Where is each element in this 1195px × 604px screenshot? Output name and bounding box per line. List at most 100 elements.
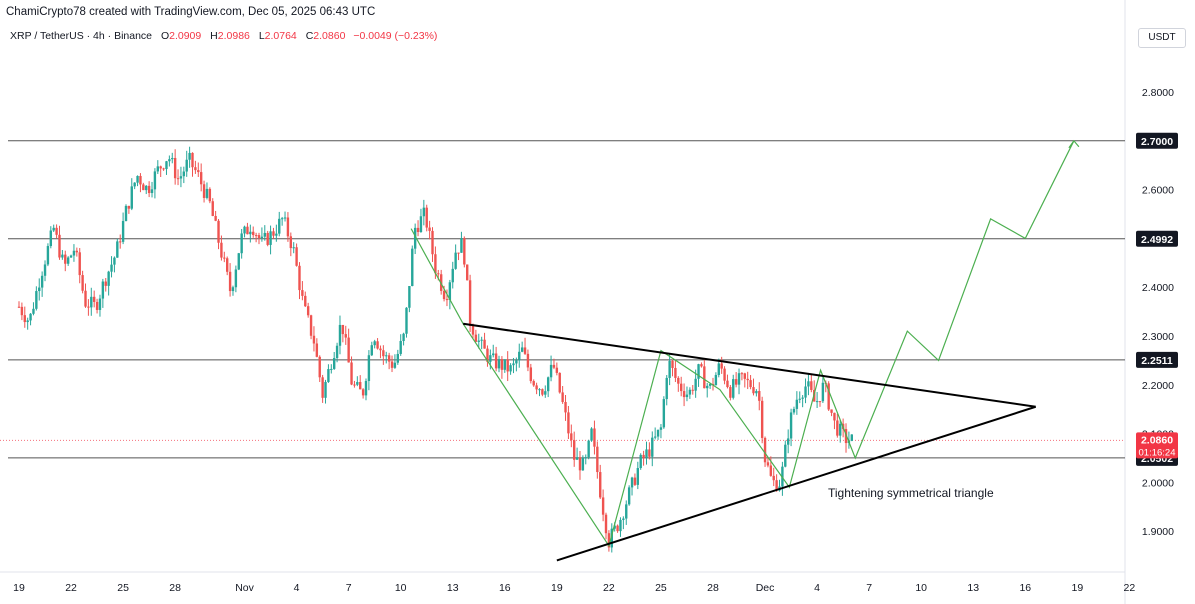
- open-label: O: [160, 30, 170, 42]
- candle-body: [405, 307, 408, 334]
- y-tick-label: 2.4000: [1142, 282, 1174, 294]
- candle-body: [306, 306, 310, 316]
- y-tick-label: 2.6000: [1142, 185, 1174, 197]
- candle-body: [529, 367, 533, 382]
- candle-body: [810, 381, 813, 390]
- candle-body: [98, 298, 102, 310]
- candle-body: [523, 347, 527, 354]
- candle-body: [373, 341, 376, 346]
- candle-body: [298, 265, 301, 291]
- current-price-label: 2.0860: [1141, 434, 1173, 446]
- candle-body: [541, 389, 544, 395]
- candle-body: [801, 397, 804, 399]
- candle-body: [815, 401, 819, 403]
- candle-body: [119, 241, 122, 243]
- candle-body: [301, 290, 304, 296]
- candle-body: [40, 275, 44, 288]
- triangle-annotation-label: Tightening symmetrical triangle: [828, 486, 994, 500]
- x-tick-label: 28: [707, 582, 719, 594]
- candle-body: [480, 339, 483, 341]
- candle-body: [139, 175, 142, 185]
- candle-body: [361, 389, 365, 396]
- candle-body: [839, 423, 842, 436]
- candle-body: [772, 475, 775, 481]
- candle-body: [145, 185, 148, 191]
- candle-body: [789, 412, 793, 439]
- change-value: −0.0049 (−0.23%): [353, 30, 438, 42]
- candle-body: [324, 381, 327, 398]
- high-label: H: [210, 30, 218, 42]
- candle-body: [694, 378, 697, 391]
- candle-body: [217, 220, 220, 243]
- candle-body: [147, 185, 151, 194]
- candle-body: [460, 238, 463, 253]
- candle-body: [471, 326, 475, 335]
- x-tick-label: 13: [967, 582, 979, 594]
- candle-body: [749, 380, 752, 388]
- candle-body: [760, 400, 764, 438]
- candle-body: [199, 172, 203, 185]
- candle-body: [668, 360, 671, 378]
- candle-body: [564, 401, 567, 413]
- x-tick-label: 19: [551, 582, 563, 594]
- candle-body: [38, 287, 41, 292]
- candle-body: [752, 387, 755, 394]
- candle-body: [659, 427, 663, 430]
- candle-body: [740, 373, 744, 375]
- candle-body: [387, 355, 391, 362]
- candle-body: [75, 250, 79, 253]
- currency-selector[interactable]: USDT: [1138, 28, 1186, 48]
- candle-body: [252, 231, 255, 236]
- level-price-badge: [1136, 230, 1178, 247]
- low-value: 2.0764: [264, 30, 297, 42]
- candle-body: [697, 364, 700, 379]
- candle-body: [295, 247, 298, 266]
- candle-body: [127, 205, 131, 209]
- candle-body: [249, 231, 252, 235]
- candle-body: [567, 412, 570, 434]
- candle-body: [32, 308, 35, 314]
- x-tick-label: 25: [655, 582, 667, 594]
- candle-body: [396, 353, 400, 363]
- candle-body: [483, 339, 486, 349]
- candle-body: [604, 514, 608, 534]
- candle-body: [662, 399, 666, 428]
- candle-body: [610, 528, 613, 548]
- candle-body: [584, 457, 587, 459]
- candle-body: [708, 383, 712, 386]
- candle-body: [347, 337, 350, 363]
- candle-body: [46, 246, 50, 265]
- y-tick-label: 1.9000: [1142, 526, 1174, 538]
- candle-body: [283, 217, 287, 219]
- candle-body: [23, 315, 26, 323]
- candle-body: [286, 217, 290, 237]
- current-price-badge: [1136, 432, 1178, 459]
- candle-body: [520, 347, 524, 352]
- candle-body: [228, 271, 232, 292]
- bar-countdown-label: 01:16:24: [1139, 447, 1176, 458]
- level-price-label: 2.2511: [1141, 355, 1173, 367]
- candle-body: [408, 286, 411, 308]
- candle-body: [359, 382, 362, 390]
- candle-body: [17, 306, 21, 308]
- x-tick-label: Dec: [756, 582, 775, 594]
- candle-body: [275, 233, 278, 236]
- candle-body: [691, 389, 694, 391]
- candle-body: [570, 433, 573, 441]
- candle-body: [413, 227, 417, 249]
- candle-body: [645, 449, 648, 458]
- close-value: 2.0860: [313, 30, 346, 42]
- candle-body: [95, 301, 99, 310]
- candle-body: [515, 360, 518, 364]
- candle-body: [390, 361, 394, 368]
- candle-body: [497, 359, 501, 369]
- x-tick-label: 22: [603, 582, 615, 594]
- candle-body: [743, 373, 747, 379]
- candle-body: [682, 391, 686, 398]
- candle-body: [575, 457, 579, 460]
- candle-body: [350, 362, 353, 385]
- candle-body: [512, 363, 515, 366]
- candle-body: [830, 409, 833, 413]
- candle-body: [162, 168, 165, 170]
